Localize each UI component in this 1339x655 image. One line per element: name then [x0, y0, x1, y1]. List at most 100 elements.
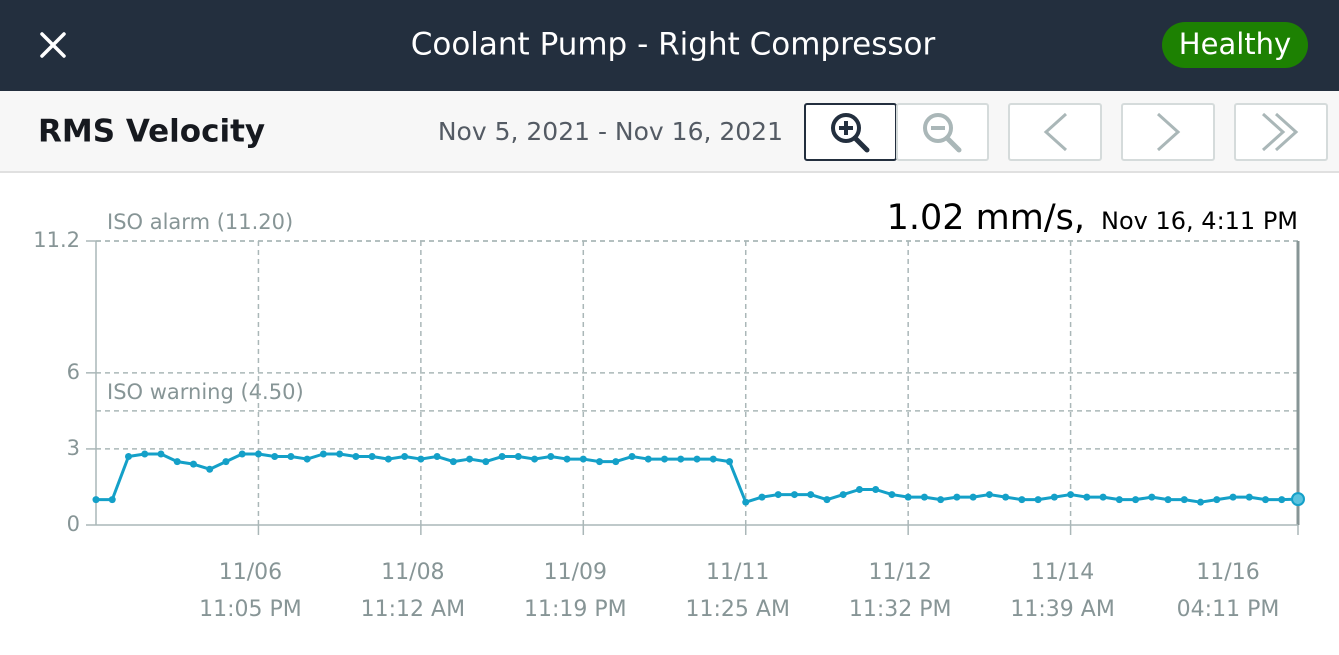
data-point [303, 455, 311, 463]
data-point [368, 453, 376, 461]
data-point [498, 453, 506, 461]
data-point [758, 493, 766, 501]
data-point [108, 496, 116, 504]
data-point [563, 455, 571, 463]
data-point [141, 450, 149, 458]
data-point [384, 455, 392, 463]
data-point [482, 458, 490, 466]
data-point [514, 453, 522, 461]
x-tick-label: 11/08 [381, 560, 444, 585]
metric-title: RMS Velocity [38, 114, 265, 150]
data-point [888, 491, 896, 499]
data-point [336, 450, 344, 458]
previous-button[interactable] [1008, 103, 1102, 161]
data-point [709, 455, 717, 463]
data-point [271, 453, 279, 461]
data-point [807, 491, 815, 499]
data-point [1164, 496, 1172, 504]
x-tick-label: 11/06 [219, 560, 282, 585]
x-tick-label: 11/12 [868, 560, 931, 585]
data-point [401, 453, 409, 461]
data-point [1197, 498, 1205, 506]
y-tick-label: 6 [67, 360, 80, 384]
data-point [287, 453, 295, 461]
x-tick-sublabel: 11:32 PM [849, 597, 952, 622]
data-point [1067, 491, 1075, 499]
data-point [677, 455, 685, 463]
data-point [547, 453, 555, 461]
data-point [449, 458, 457, 466]
zoom-out-button[interactable] [896, 103, 989, 161]
data-point [628, 453, 636, 461]
data-point [319, 450, 327, 458]
y-tick-label: 11.2 [33, 228, 80, 252]
data-point [1148, 493, 1156, 501]
data-point [222, 458, 230, 466]
data-point [1034, 496, 1042, 504]
data-point [790, 491, 798, 499]
data-point [124, 453, 132, 461]
data-point [937, 496, 945, 504]
data-point [693, 455, 701, 463]
data-point [985, 491, 993, 499]
next-button[interactable] [1121, 103, 1215, 161]
data-point [1115, 496, 1123, 504]
data-point [1262, 496, 1270, 504]
data-point [774, 491, 782, 499]
data-point [839, 491, 847, 499]
x-tick-label: 11/09 [544, 560, 607, 585]
data-point [433, 453, 441, 461]
data-point [742, 498, 750, 506]
readout-time: Nov 16, 4:11 PM [1101, 207, 1298, 235]
data-point [1018, 496, 1026, 504]
date-range: Nov 5, 2021 - Nov 16, 2021 [438, 117, 783, 146]
data-point [1132, 496, 1140, 504]
x-tick-label: 11/14 [1031, 560, 1094, 585]
x-tick-sublabel: 11:39 AM [1010, 597, 1114, 622]
data-point [173, 458, 181, 466]
data-point [920, 493, 928, 501]
data-point [352, 453, 360, 461]
y-tick-label: 3 [67, 436, 80, 460]
plot: 0 3 6 11.2 ISO alarm (11.20) ISO warning (4.5… [33, 210, 1305, 622]
data-point [1278, 496, 1286, 504]
data-point [661, 455, 669, 463]
data-point [1291, 492, 1305, 507]
x-tick-sublabel: 11:25 AM [686, 597, 790, 622]
data-point [1083, 493, 1091, 501]
data-point [466, 455, 474, 463]
y-tick-label: 0 [67, 512, 80, 536]
status-badge [1162, 22, 1308, 68]
data-point [1099, 493, 1107, 501]
x-tick-label: 11/16 [1196, 560, 1259, 585]
data-point [872, 486, 880, 493]
data-point [644, 455, 652, 463]
data-point [969, 493, 977, 501]
header-bar [0, 0, 1339, 91]
data-point [823, 496, 831, 504]
x-tick-sublabel: 11:19 PM [524, 597, 627, 622]
data-point [579, 455, 587, 463]
data-point [254, 450, 262, 458]
data-point [157, 450, 165, 458]
status-text: Healthy [1179, 27, 1291, 61]
header-title: Coolant Pump - Right Compressor [411, 27, 936, 63]
data-point [725, 458, 733, 466]
data-point [855, 486, 863, 493]
data-point [92, 496, 100, 504]
data-point [1180, 496, 1188, 504]
latest-button[interactable] [1234, 103, 1328, 161]
data-point [189, 460, 197, 468]
readout-value: 1.02 mm/s, [887, 198, 1085, 238]
data-point [596, 458, 604, 466]
data-point [1213, 496, 1221, 504]
data-point [238, 450, 246, 458]
zoom-in-button[interactable] [804, 103, 897, 161]
data-point [953, 493, 961, 501]
data-point [206, 465, 214, 473]
data-point [1245, 493, 1253, 501]
x-tick-label: 11/11 [706, 560, 769, 585]
close-button[interactable] [40, 32, 66, 58]
